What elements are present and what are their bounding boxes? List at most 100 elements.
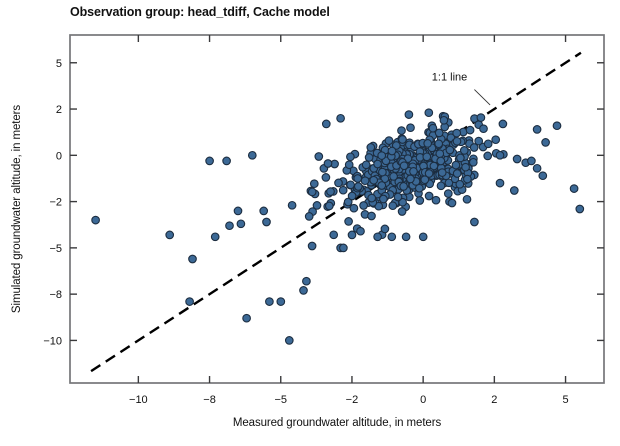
data-point xyxy=(455,179,465,189)
data-point xyxy=(91,215,100,225)
data-point xyxy=(377,151,387,160)
data-point xyxy=(373,159,382,169)
data-point xyxy=(302,276,311,286)
data-point xyxy=(304,212,314,221)
y-tick-label: −2 xyxy=(49,197,62,209)
data-point xyxy=(532,163,542,173)
data-point xyxy=(347,191,357,201)
data-point xyxy=(366,143,376,152)
data-point xyxy=(437,168,447,177)
x-tick-label: 0 xyxy=(420,394,426,406)
data-point xyxy=(431,195,441,205)
data-point xyxy=(307,241,317,251)
data-point xyxy=(451,160,461,170)
data-point xyxy=(434,139,444,149)
data-point xyxy=(409,167,418,176)
x-tick-label: 5 xyxy=(562,394,568,406)
data-point xyxy=(225,221,234,231)
data-point xyxy=(422,152,432,162)
data-point xyxy=(247,150,257,160)
data-point xyxy=(461,162,470,172)
data-point xyxy=(401,232,411,242)
x-tick-label: 2 xyxy=(491,394,497,406)
data-point xyxy=(361,160,371,170)
data-point xyxy=(406,174,415,184)
data-point xyxy=(398,135,407,144)
data-point xyxy=(474,136,484,146)
data-point xyxy=(326,187,335,196)
x-tick-label: −10 xyxy=(129,394,148,406)
data-point xyxy=(343,197,353,207)
data-point xyxy=(259,206,269,216)
data-point xyxy=(483,139,493,149)
data-point xyxy=(575,204,585,214)
one-to-one-line-label: 1:1 line xyxy=(432,71,467,83)
data-point xyxy=(210,232,220,242)
data-point xyxy=(321,173,331,182)
y-tick-label: 5 xyxy=(56,58,62,70)
data-point xyxy=(336,113,345,123)
data-point xyxy=(205,156,214,166)
x-axis-label: Measured groundwater altitude, in meters xyxy=(232,417,442,429)
data-point xyxy=(397,126,406,135)
one-to-one-line xyxy=(90,51,582,373)
data-point xyxy=(323,159,333,168)
data-point xyxy=(452,136,462,146)
data-point xyxy=(312,201,322,210)
data-point xyxy=(165,230,175,240)
data-point xyxy=(397,207,407,216)
data-point xyxy=(436,156,446,166)
data-point xyxy=(265,297,274,306)
data-point xyxy=(435,149,445,159)
data-point xyxy=(384,136,394,145)
data-point xyxy=(369,175,379,185)
data-point xyxy=(339,243,348,253)
data-point xyxy=(360,176,370,186)
data-point xyxy=(428,123,438,133)
data-point xyxy=(346,152,355,162)
data-point xyxy=(347,230,357,240)
data-point xyxy=(321,119,331,129)
data-point xyxy=(373,232,382,242)
data-point xyxy=(387,232,397,242)
data-point xyxy=(404,110,414,119)
data-point xyxy=(468,157,478,167)
y-tick-label: −5 xyxy=(49,243,62,255)
data-point xyxy=(527,156,536,166)
data-point xyxy=(434,128,444,138)
data-point xyxy=(423,139,433,148)
data-point xyxy=(329,230,339,240)
data-point xyxy=(287,200,297,210)
data-point xyxy=(233,206,243,216)
annotation-leader-line xyxy=(474,89,491,106)
data-point xyxy=(509,186,519,195)
data-point xyxy=(452,128,462,138)
data-point xyxy=(377,181,387,190)
data-point xyxy=(334,178,343,188)
data-point xyxy=(309,179,319,189)
data-point xyxy=(452,169,462,178)
data-point xyxy=(439,115,449,125)
x-tick-label: −5 xyxy=(274,394,287,406)
data-point xyxy=(188,254,197,264)
data-point xyxy=(470,217,479,227)
data-point xyxy=(483,151,493,161)
data-point xyxy=(498,119,508,129)
data-point xyxy=(344,160,354,170)
data-point xyxy=(420,175,430,185)
data-point xyxy=(236,219,246,229)
data-point xyxy=(447,198,457,208)
data-point xyxy=(338,185,348,195)
y-tick-label: 2 xyxy=(56,104,62,116)
data-point xyxy=(380,224,390,234)
data-point xyxy=(262,217,271,227)
x-tick-label: −8 xyxy=(203,394,216,406)
data-point xyxy=(307,187,317,197)
data-point xyxy=(367,211,376,221)
data-point xyxy=(491,135,501,145)
data-point xyxy=(414,183,424,193)
data-point xyxy=(469,143,479,152)
data-point xyxy=(418,232,428,242)
